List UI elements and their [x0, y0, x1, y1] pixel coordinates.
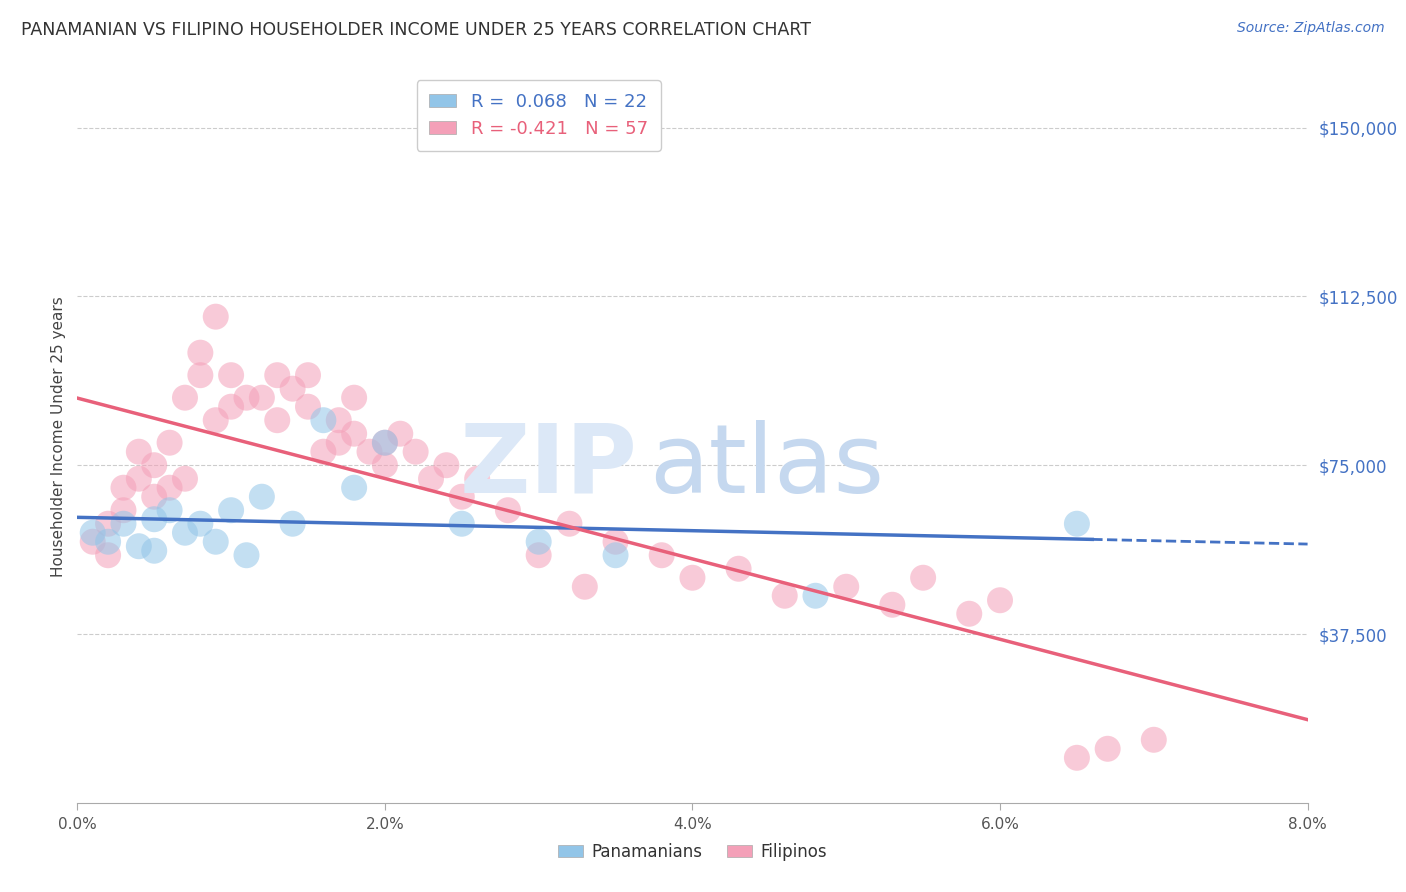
- Point: [374, 435, 396, 450]
- Point: [204, 413, 226, 427]
- Point: [97, 534, 120, 549]
- Point: [359, 444, 381, 458]
- Point: [219, 400, 242, 414]
- Point: [143, 490, 166, 504]
- Point: [527, 548, 550, 562]
- Point: [804, 589, 827, 603]
- Text: PANAMANIAN VS FILIPINO HOUSEHOLDER INCOME UNDER 25 YEARS CORRELATION CHART: PANAMANIAN VS FILIPINO HOUSEHOLDER INCOM…: [21, 21, 811, 39]
- Point: [450, 490, 472, 504]
- Point: [651, 548, 673, 562]
- Point: [188, 368, 212, 383]
- Point: [312, 413, 335, 427]
- Point: [1066, 751, 1088, 765]
- Point: [682, 571, 704, 585]
- Point: [188, 516, 212, 531]
- Point: [343, 391, 366, 405]
- Point: [882, 598, 904, 612]
- Point: [496, 503, 519, 517]
- Point: [405, 444, 427, 458]
- Point: [450, 516, 472, 531]
- Legend: Panamanians, Filipinos: Panamanians, Filipinos: [551, 837, 834, 868]
- Point: [835, 580, 858, 594]
- Point: [374, 458, 396, 473]
- Point: [281, 382, 304, 396]
- Point: [250, 391, 273, 405]
- Point: [527, 534, 550, 549]
- Point: [605, 548, 627, 562]
- Text: atlas: atlas: [650, 420, 884, 513]
- Point: [128, 444, 150, 458]
- Point: [328, 435, 350, 450]
- Point: [112, 503, 135, 517]
- Point: [343, 481, 366, 495]
- Point: [374, 435, 396, 450]
- Y-axis label: Householder Income Under 25 years: Householder Income Under 25 years: [51, 297, 66, 577]
- Point: [174, 525, 197, 540]
- Point: [1143, 732, 1166, 747]
- Point: [219, 503, 242, 517]
- Point: [1066, 516, 1088, 531]
- Point: [266, 368, 288, 383]
- Point: [465, 472, 488, 486]
- Point: [235, 391, 257, 405]
- Point: [235, 548, 257, 562]
- Point: [204, 310, 226, 324]
- Point: [957, 607, 980, 621]
- Point: [312, 444, 335, 458]
- Point: [328, 413, 350, 427]
- Point: [250, 490, 273, 504]
- Point: [605, 534, 627, 549]
- Point: [266, 413, 288, 427]
- Point: [112, 516, 135, 531]
- Point: [281, 516, 304, 531]
- Point: [143, 458, 166, 473]
- Point: [1097, 741, 1119, 756]
- Point: [128, 539, 150, 553]
- Point: [97, 516, 120, 531]
- Point: [97, 548, 120, 562]
- Text: ZIP: ZIP: [460, 420, 637, 513]
- Point: [159, 503, 181, 517]
- Point: [219, 368, 242, 383]
- Point: [558, 516, 581, 531]
- Point: [773, 589, 796, 603]
- Text: Source: ZipAtlas.com: Source: ZipAtlas.com: [1237, 21, 1385, 36]
- Point: [174, 472, 197, 486]
- Point: [128, 472, 150, 486]
- Point: [112, 481, 135, 495]
- Point: [159, 481, 181, 495]
- Point: [188, 345, 212, 359]
- Point: [420, 472, 443, 486]
- Point: [174, 391, 197, 405]
- Point: [912, 571, 935, 585]
- Point: [389, 426, 412, 441]
- Point: [159, 435, 181, 450]
- Point: [988, 593, 1011, 607]
- Point: [143, 543, 166, 558]
- Point: [143, 512, 166, 526]
- Point: [204, 534, 226, 549]
- Point: [297, 368, 319, 383]
- Point: [82, 525, 104, 540]
- Point: [436, 458, 458, 473]
- Point: [574, 580, 596, 594]
- Point: [82, 534, 104, 549]
- Point: [727, 562, 749, 576]
- Point: [297, 400, 319, 414]
- Point: [343, 426, 366, 441]
